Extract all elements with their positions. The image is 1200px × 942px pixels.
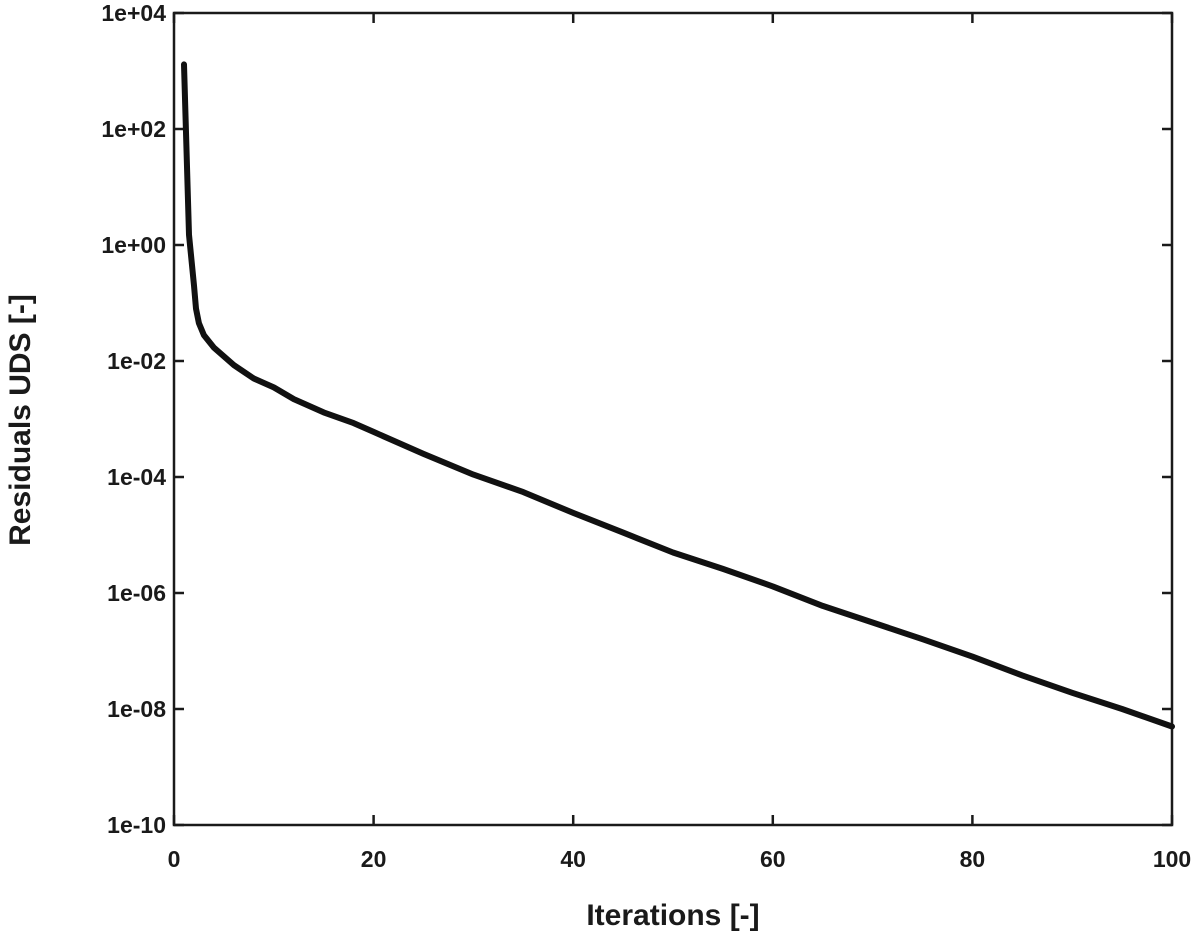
- y-tick-label: 1e+04: [101, 0, 166, 26]
- x-tick-label: 80: [960, 846, 986, 872]
- x-tick-label: 0: [168, 846, 181, 872]
- plot-frame: [172, 11, 1174, 827]
- y-tick-label: 1e-10: [107, 812, 166, 838]
- y-tick-label: 1e-04: [107, 464, 166, 490]
- y-axis-ticks: 1e+04 1e+02 1e+00 1e-02 1e-04 1e-06 1e-08 1e-10: [101, 0, 1172, 838]
- x-axis-title: Iterations [-]: [586, 899, 759, 932]
- y-tick-label: 1e-06: [107, 580, 166, 606]
- y-tick-label: 1e+02: [101, 116, 166, 142]
- y-tick-label: 1e-02: [107, 348, 166, 374]
- x-axis-ticks: 0 20 40 60 80 100: [168, 13, 1191, 872]
- x-tick-label: 100: [1153, 846, 1191, 872]
- y-axis-title: Residuals UDS [-]: [4, 294, 37, 546]
- x-tick-label: 20: [361, 846, 387, 872]
- y-tick-label: 1e+00: [101, 232, 166, 258]
- x-tick-label: 40: [560, 846, 586, 872]
- x-tick-label: 60: [760, 846, 786, 872]
- residuals-line: [181, 61, 1175, 730]
- y-tick-label: 1e-08: [107, 696, 166, 722]
